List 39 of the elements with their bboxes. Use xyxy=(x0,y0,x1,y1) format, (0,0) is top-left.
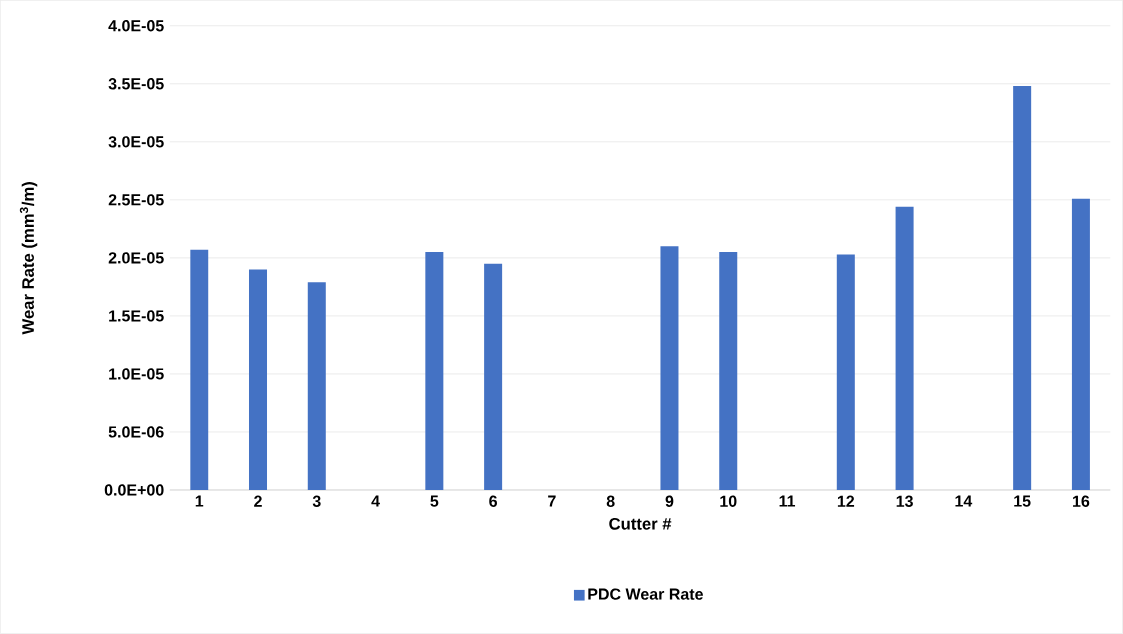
bar xyxy=(307,282,326,491)
y-tick-label: 3.5E-05 xyxy=(108,78,164,90)
bar xyxy=(719,252,738,491)
x-tick-label: 10 xyxy=(720,495,737,508)
x-tick-label: 3 xyxy=(312,495,321,508)
bar xyxy=(425,252,444,491)
y-tick-label: 5.0E-06 xyxy=(108,426,164,438)
x-tick-label: 5 xyxy=(430,495,439,507)
x-tick-label: 14 xyxy=(955,495,973,507)
legend-label: PDC Wear Rate xyxy=(588,588,703,600)
x-tick-label: 12 xyxy=(837,495,855,507)
bar xyxy=(248,269,268,491)
x-tick-label: 11 xyxy=(779,495,796,507)
x-tick-label: 15 xyxy=(1014,495,1031,507)
x-axis-title: Cutter # xyxy=(609,517,672,530)
x-tick-label: 4 xyxy=(371,495,380,507)
bar xyxy=(895,206,914,491)
y-tick-label: 4.0E-05 xyxy=(108,20,164,32)
x-tick-label: 8 xyxy=(606,495,615,508)
x-tick-label: 7 xyxy=(548,495,556,507)
bar xyxy=(190,249,209,491)
bar xyxy=(660,246,679,491)
y-tick-label: 2.5E-05 xyxy=(108,194,164,206)
x-tick-label: 6 xyxy=(489,495,497,508)
x-tick-label: 16 xyxy=(1073,495,1090,508)
x-tick-label: 9 xyxy=(665,495,674,508)
y-axis-title: Wear Rate (mm$^{3}$/m) xyxy=(19,182,38,335)
x-tick-label: 13 xyxy=(896,495,913,508)
bar xyxy=(484,263,503,491)
y-tick-label: 1.0E-05 xyxy=(109,368,164,380)
bar xyxy=(1071,198,1090,491)
y-tick-label: 1.5E-05 xyxy=(109,310,164,322)
y-tick-label: 3.0E-05 xyxy=(108,136,164,148)
y-tick-label: 0.0E+00 xyxy=(104,484,164,496)
x-tick-label: 2 xyxy=(254,495,262,507)
y-tick-label: 2.0E-05 xyxy=(108,252,164,264)
bar xyxy=(1013,86,1032,491)
x-tick-label: 1 xyxy=(195,495,204,507)
bar xyxy=(836,254,855,491)
